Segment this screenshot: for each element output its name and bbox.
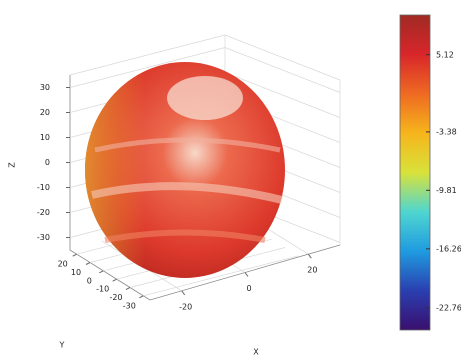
z-tick-label: -20 [37, 208, 50, 217]
box-edge [224, 34, 341, 81]
y-tick [139, 295, 144, 299]
x-tick-label: 20 [307, 266, 317, 275]
y-axis-label: Y [59, 341, 65, 350]
x-tick [307, 253, 312, 259]
y-tick [125, 287, 131, 290]
y-tick [99, 270, 104, 274]
colorbar-tick-label: -9.81 [436, 186, 457, 195]
y-tick-label: -20 [109, 293, 122, 302]
surface-shade [85, 62, 285, 278]
colorbar-tick-label: -3.38 [436, 127, 457, 136]
grid-line [69, 47, 226, 88]
colorbar-tick-label: -16.26 [436, 244, 461, 253]
y-tick [85, 262, 91, 265]
y-tick-label: 10 [71, 268, 81, 277]
grid-line [224, 47, 341, 93]
x-tick-label: 0 [246, 284, 251, 293]
z-tick-label: -30 [37, 233, 50, 242]
z-tick-label: 20 [40, 108, 50, 117]
y-tick-label: -10 [96, 285, 109, 294]
x-tick-label: -20 [179, 302, 192, 311]
z-tick-label: 30 [40, 83, 50, 92]
z-axis-label: Z [8, 162, 17, 168]
y-tick [72, 253, 77, 257]
box-edge [69, 34, 226, 76]
y-tick [112, 278, 117, 282]
y-tick-label: 0 [87, 276, 92, 285]
grid-line [224, 72, 341, 118]
y-tick-label: 20 [58, 260, 68, 269]
colorbar-tick-label: -22.76 [436, 303, 461, 312]
x-tick [181, 290, 186, 296]
z-tick-label: -10 [37, 183, 50, 192]
x-axis-label: X [253, 348, 259, 357]
colorbar-tick-label: 5.12 [436, 50, 454, 59]
surface-band [94, 137, 281, 153]
x-tick [244, 272, 249, 277]
surface-band [104, 229, 266, 243]
z-tick-label: 0 [45, 158, 50, 167]
grid-line [143, 255, 299, 297]
z-tick-label: 10 [40, 133, 50, 142]
surface [85, 62, 285, 278]
surface-band [91, 182, 283, 204]
y-tick-label: -30 [123, 301, 136, 310]
surface-highlight [167, 76, 243, 120]
colorbar [399, 14, 431, 331]
labels: Z Y X [8, 162, 260, 357]
